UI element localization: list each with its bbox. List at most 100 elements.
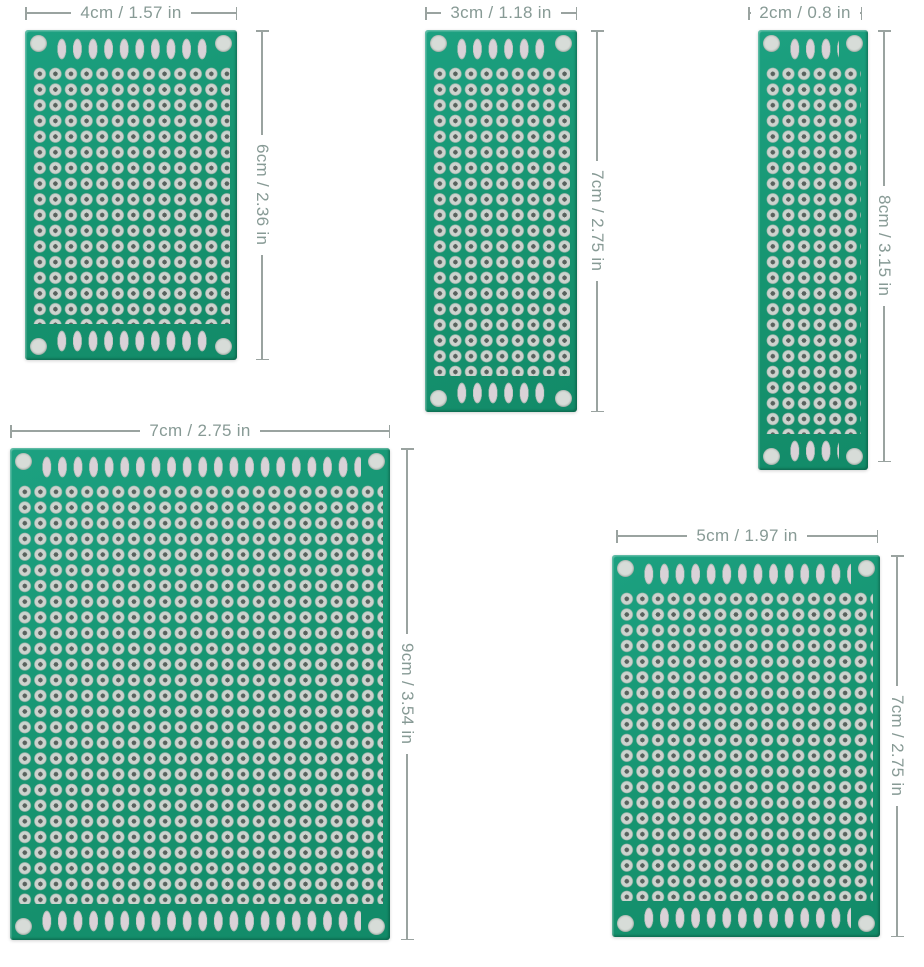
pcb-board-4x6cm	[25, 30, 237, 360]
bus-pad-row	[787, 34, 839, 64]
dimension-width-board5: 5cm / 1.97 in	[616, 526, 879, 545]
dimension-height-board3: 8cm / 3.15 in	[873, 30, 895, 463]
dimension-line	[896, 805, 898, 936]
pcb-board-7x9cm	[10, 448, 390, 940]
bus-pad-row	[39, 452, 361, 482]
mounting-hole	[555, 35, 572, 52]
dimension-tick	[876, 529, 879, 543]
dimension-line	[596, 280, 598, 411]
mounting-hole	[215, 338, 232, 355]
dimension-label: 8cm / 3.15 in	[875, 195, 894, 297]
dimension-tick	[590, 410, 604, 413]
mounting-hole	[368, 453, 385, 470]
pad-grid	[432, 66, 570, 376]
dimension-tick	[255, 358, 269, 361]
dimension-height-board2: 7cm / 2.75 in	[586, 30, 608, 413]
mounting-hole	[617, 915, 634, 932]
dimension-width-board3: 2cm / 0.8 in	[748, 3, 863, 22]
bus-pad-row	[641, 903, 851, 933]
dimension-tick	[25, 6, 27, 20]
pad-grid	[17, 484, 383, 904]
dimension-tick	[590, 30, 604, 32]
dimension-tick	[860, 6, 863, 20]
dimension-label: 4cm / 1.57 in	[80, 3, 182, 22]
bus-pad-row	[454, 34, 548, 64]
pcb-board-3x7cm	[425, 30, 577, 412]
dimension-line	[883, 31, 885, 187]
dimension-label: 7cm / 2.75 in	[588, 170, 607, 272]
dimension-line	[896, 556, 898, 687]
dimension-line	[261, 31, 263, 136]
dimension-line	[859, 12, 861, 14]
dimension-line	[11, 430, 141, 432]
mounting-hole	[30, 35, 47, 52]
dimension-height-board4: 9cm / 3.54 in	[396, 448, 418, 941]
dimension-label: 7cm / 2.75 in	[149, 421, 251, 440]
bus-pad-row	[54, 34, 208, 64]
mounting-hole	[555, 390, 572, 407]
dimension-label: 7cm / 2.75 in	[888, 695, 907, 797]
dimension-line	[406, 449, 408, 635]
dimension-line	[596, 31, 598, 162]
dimension-line	[883, 305, 885, 461]
mounting-hole	[368, 918, 385, 935]
mounting-hole	[15, 453, 32, 470]
pcb-board-5x7cm	[612, 555, 880, 937]
dimension-line	[190, 12, 236, 14]
mounting-hole	[430, 390, 447, 407]
dimension-tick	[616, 529, 618, 543]
pad-grid	[765, 66, 861, 434]
dimension-tick	[890, 935, 904, 938]
dimension-tick	[748, 6, 750, 20]
mounting-hole	[15, 918, 32, 935]
bus-pad-row	[54, 326, 208, 356]
dimension-label: 9cm / 3.54 in	[398, 643, 417, 745]
mounting-hole	[763, 35, 780, 52]
bus-pad-row	[454, 378, 548, 408]
dimension-tick	[400, 448, 414, 450]
dimension-width-board4: 7cm / 2.75 in	[10, 421, 391, 440]
dimension-height-board1: 6cm / 2.36 in	[251, 30, 273, 361]
dimension-height-board5: 7cm / 2.75 in	[886, 555, 908, 938]
dimension-tick	[877, 30, 891, 32]
pcb-board-2x8cm	[758, 30, 868, 470]
dimension-line	[406, 753, 408, 939]
dimension-label: 6cm / 2.36 in	[253, 144, 272, 246]
pad-grid	[32, 66, 230, 324]
dimension-line	[806, 535, 877, 537]
dimension-tick	[235, 6, 238, 20]
bus-pad-row	[787, 436, 839, 466]
mounting-hole	[858, 560, 875, 577]
pad-grid	[619, 591, 873, 901]
dimension-label: 2cm / 0.8 in	[759, 3, 851, 22]
dimension-tick	[877, 460, 891, 463]
mounting-hole	[30, 338, 47, 355]
dimension-line	[259, 430, 389, 432]
dimension-line	[261, 254, 263, 359]
dimension-tick	[400, 938, 414, 941]
mounting-hole	[846, 35, 863, 52]
dimension-width-board1: 4cm / 1.57 in	[25, 3, 238, 22]
dimension-line	[26, 12, 72, 14]
dimension-tick	[890, 555, 904, 557]
mounting-hole	[430, 35, 447, 52]
dimension-tick	[425, 6, 427, 20]
dimension-line	[617, 535, 688, 537]
dimension-tick	[255, 30, 269, 32]
bus-pad-row	[39, 906, 361, 936]
mounting-hole	[858, 915, 875, 932]
dimension-line	[560, 12, 576, 14]
mounting-hole	[763, 448, 780, 465]
mounting-hole	[617, 560, 634, 577]
mounting-hole	[215, 35, 232, 52]
dimension-line	[426, 12, 442, 14]
dimension-tick	[388, 424, 391, 438]
dimension-label: 3cm / 1.18 in	[450, 3, 552, 22]
dimension-tick	[575, 6, 578, 20]
dimension-tick	[10, 424, 12, 438]
dimension-width-board2: 3cm / 1.18 in	[425, 3, 578, 22]
dimension-label: 5cm / 1.97 in	[696, 526, 798, 545]
mounting-hole	[846, 448, 863, 465]
dimension-line	[749, 12, 751, 14]
